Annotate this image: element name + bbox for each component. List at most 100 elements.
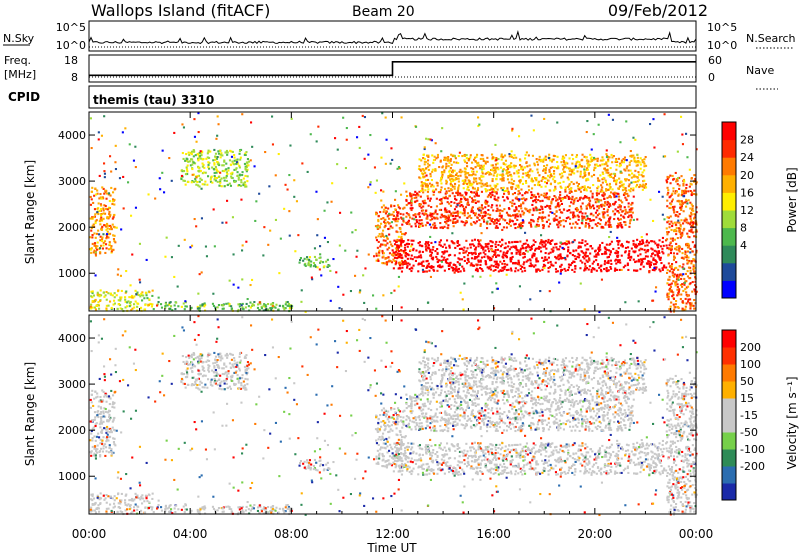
velocity-cell <box>92 454 95 457</box>
power-cell <box>203 183 206 186</box>
power-cell <box>564 154 568 157</box>
power-cell <box>472 167 475 170</box>
power-cell <box>170 179 173 182</box>
power-cell <box>497 158 500 161</box>
power-cell <box>129 301 132 304</box>
power-cell <box>615 179 619 182</box>
power-cell <box>508 171 511 174</box>
power-cell <box>463 197 467 200</box>
power-cell <box>409 192 412 195</box>
power-cell <box>490 240 493 243</box>
power-cell <box>456 204 459 207</box>
power-cell <box>383 226 386 229</box>
nave-tick-top: 60 <box>708 54 722 67</box>
date-label: 09/Feb/2012 <box>608 1 708 20</box>
power-cell <box>398 261 401 264</box>
power-cell <box>689 307 692 310</box>
power-cell <box>668 206 671 209</box>
power-cell <box>624 301 627 304</box>
power-cell <box>679 200 682 203</box>
velocity-cell <box>115 497 118 500</box>
velocity-cell <box>109 427 112 430</box>
power-cell <box>189 151 192 154</box>
power-cell <box>384 222 387 225</box>
power-cell <box>593 268 596 271</box>
power-cell <box>308 260 311 263</box>
power-cell <box>563 170 566 173</box>
power-cell <box>576 160 579 163</box>
power-cell <box>602 213 605 216</box>
power-cell <box>579 197 582 200</box>
power-cell <box>427 168 430 171</box>
power-cell <box>528 246 531 249</box>
power-cell <box>521 194 524 197</box>
power-cell <box>215 168 218 171</box>
power-cell <box>553 217 556 220</box>
power-cell <box>197 158 200 161</box>
power-cell <box>567 249 570 252</box>
power-cell <box>148 298 151 301</box>
power-cell <box>549 166 552 169</box>
velocity-cell <box>119 501 122 504</box>
power-cell <box>649 198 652 201</box>
power-cell <box>678 245 681 248</box>
power-cell <box>655 250 658 253</box>
power-cell <box>683 219 686 222</box>
power-cell <box>407 221 410 224</box>
power-cell <box>465 250 468 253</box>
power-cell <box>332 258 335 261</box>
power-cell <box>486 200 489 203</box>
power-cell <box>598 205 601 208</box>
power-cell <box>608 156 611 159</box>
power-cell <box>454 215 457 218</box>
power-cell <box>269 229 272 232</box>
power-cell <box>237 303 240 306</box>
power-cell <box>472 199 475 202</box>
power-cell <box>474 251 477 254</box>
velocity-cell <box>113 437 116 440</box>
power-cell <box>254 219 257 222</box>
power-cell <box>604 250 607 253</box>
velocity-cell <box>97 432 100 435</box>
power-cell <box>109 300 112 303</box>
power-cell <box>293 179 296 182</box>
power-cell <box>512 183 515 186</box>
power-cell <box>90 247 93 250</box>
power-cell <box>549 260 552 263</box>
power-cell <box>613 213 616 216</box>
power-cell <box>412 247 415 250</box>
power-cell <box>115 294 118 297</box>
power-cell <box>517 263 521 266</box>
power-cell <box>460 258 464 261</box>
power-cell <box>511 186 514 189</box>
power-cell <box>573 198 576 201</box>
power-cell <box>450 201 453 204</box>
power-cell <box>197 174 201 177</box>
power-cell <box>656 252 659 255</box>
power-cell <box>515 206 518 209</box>
power-cell <box>685 242 688 245</box>
power-cell <box>397 204 400 207</box>
power-cell <box>145 294 148 297</box>
power-cell <box>428 164 431 167</box>
power-cell <box>580 207 583 210</box>
power-cell <box>496 254 499 257</box>
power-cell <box>413 256 416 259</box>
power-cell <box>408 223 411 226</box>
power-cell <box>545 182 549 185</box>
power-cell <box>686 221 689 224</box>
power-cell <box>458 243 461 246</box>
power-cell <box>675 266 678 269</box>
power-cell <box>458 247 462 250</box>
power-cell <box>504 265 507 268</box>
power-cell <box>354 274 357 277</box>
power-cell <box>519 159 522 162</box>
power-cell <box>443 158 446 161</box>
power-cell <box>575 161 578 164</box>
power-cell <box>250 121 253 124</box>
power-cell <box>670 268 673 271</box>
power-cell <box>517 169 520 172</box>
power-cell <box>532 207 535 210</box>
power-cell <box>192 173 195 176</box>
power-cell <box>319 245 322 248</box>
